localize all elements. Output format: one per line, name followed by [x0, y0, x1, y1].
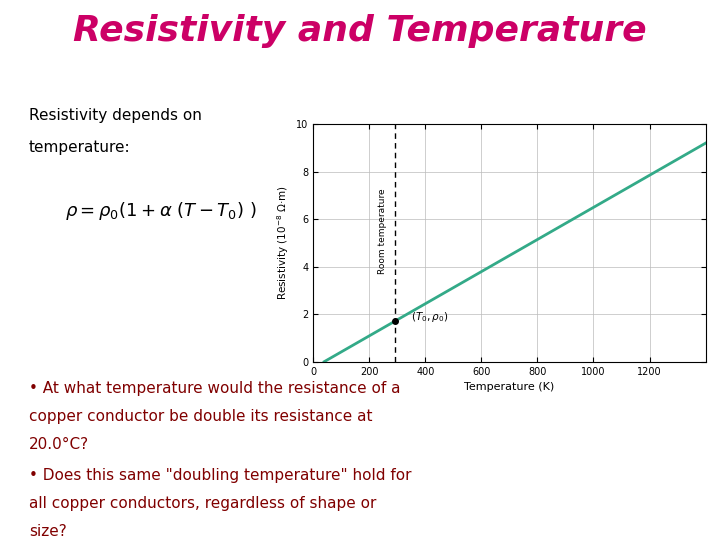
Y-axis label: Resistivity (10$^{-8}$ Ω·m): Resistivity (10$^{-8}$ Ω·m)	[275, 186, 291, 300]
Text: size?: size?	[29, 524, 66, 539]
Text: • Does this same "doubling temperature" hold for: • Does this same "doubling temperature" …	[29, 468, 411, 483]
Text: Resistivity depends on: Resistivity depends on	[29, 108, 202, 123]
Text: copper conductor be double its resistance at: copper conductor be double its resistanc…	[29, 409, 372, 424]
Text: • At what temperature would the resistance of a: • At what temperature would the resistan…	[29, 381, 400, 396]
Text: $\rho = \rho_0(1+\alpha\ (T-T_0)\ )$: $\rho = \rho_0(1+\alpha\ (T-T_0)\ )$	[65, 200, 256, 222]
Text: Resistivity and Temperature: Resistivity and Temperature	[73, 14, 647, 48]
Text: temperature:: temperature:	[29, 140, 130, 156]
Text: $(T_0, \rho_0)$: $(T_0, \rho_0)$	[410, 310, 448, 324]
X-axis label: Temperature (K): Temperature (K)	[464, 382, 554, 392]
Text: Room temperature: Room temperature	[378, 188, 387, 274]
Text: 20.0°C?: 20.0°C?	[29, 437, 89, 452]
Text: all copper conductors, regardless of shape or: all copper conductors, regardless of sha…	[29, 496, 376, 511]
